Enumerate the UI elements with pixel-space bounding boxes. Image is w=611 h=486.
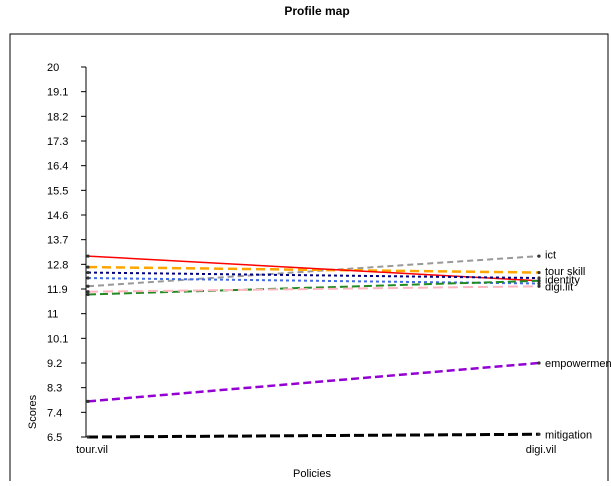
series-point: [86, 290, 90, 294]
series-point: [537, 281, 541, 286]
y-ticks: 20 19.1 18.2 17.3 16.4 15.5 14.6 13.7 12.8 11.9 11…: [47, 62, 86, 444]
series-line-5: [87, 279, 540, 296]
series-point: [86, 270, 90, 275]
y-tick-label: 7.4: [47, 407, 62, 419]
series-line-tour-skill: [87, 265, 540, 274]
y-tick-label: 10.1: [47, 333, 68, 345]
series-point: [86, 292, 90, 297]
y-tick-label: 17.3: [47, 136, 68, 148]
y-axis-label: Scores: [27, 394, 39, 429]
y-tick-label: 15.5: [47, 185, 68, 197]
end-label-tour-skill: tour skill: [545, 266, 585, 278]
x-tick-label-tour-vil: tour.vil: [76, 444, 108, 456]
series-line-ict: [87, 255, 540, 288]
end-label-mitigation: mitigation: [545, 429, 592, 441]
series-point: [537, 361, 541, 365]
y-tick-label: 19.1: [47, 87, 68, 99]
series-line-mitigation: [87, 432, 540, 439]
x-tick-label-digi-vil: digi.vil: [526, 444, 557, 456]
series-point: [86, 399, 90, 403]
y-tick-label: 12.8: [47, 259, 68, 271]
series-point: [537, 284, 541, 288]
series-point: [537, 432, 541, 436]
y-tick-label: 9.2: [47, 358, 62, 370]
series-point: [537, 270, 541, 275]
series-point: [86, 284, 90, 288]
series-line-empowerment: [87, 361, 540, 403]
y-tick-label: 8.3: [47, 383, 62, 395]
x-axis-label: Policies: [293, 468, 331, 480]
y-tick-label: 11.9: [47, 284, 68, 296]
series-line-4: [87, 277, 540, 285]
y-tick-label: 16.4: [47, 161, 68, 173]
y-tick-label: 18.2: [47, 111, 68, 123]
y-tick-label: 11: [47, 309, 58, 321]
series-line-digi-lit: [87, 285, 540, 293]
series-point: [537, 279, 541, 283]
series-point: [86, 254, 90, 258]
series-point: [537, 254, 541, 258]
end-label-identity: identity: [545, 274, 580, 286]
series-lines: [86, 254, 541, 439]
series-point: [86, 435, 90, 439]
series-point: [537, 276, 541, 280]
y-tick-label: 13.7: [47, 235, 68, 247]
end-label-empowerment: empowerment: [545, 358, 611, 370]
chart-title: Profile map: [284, 4, 349, 18]
y-tick-label: 6.5: [47, 432, 62, 444]
series-point: [86, 276, 90, 280]
series-line-2: [87, 255, 540, 282]
y-tick-label: 20: [47, 62, 59, 74]
series-point: [86, 265, 90, 269]
end-label-ict: ict: [545, 250, 556, 262]
end-label-digi-lit: digi.lit: [545, 281, 573, 293]
y-tick-label: 14.6: [47, 210, 68, 222]
